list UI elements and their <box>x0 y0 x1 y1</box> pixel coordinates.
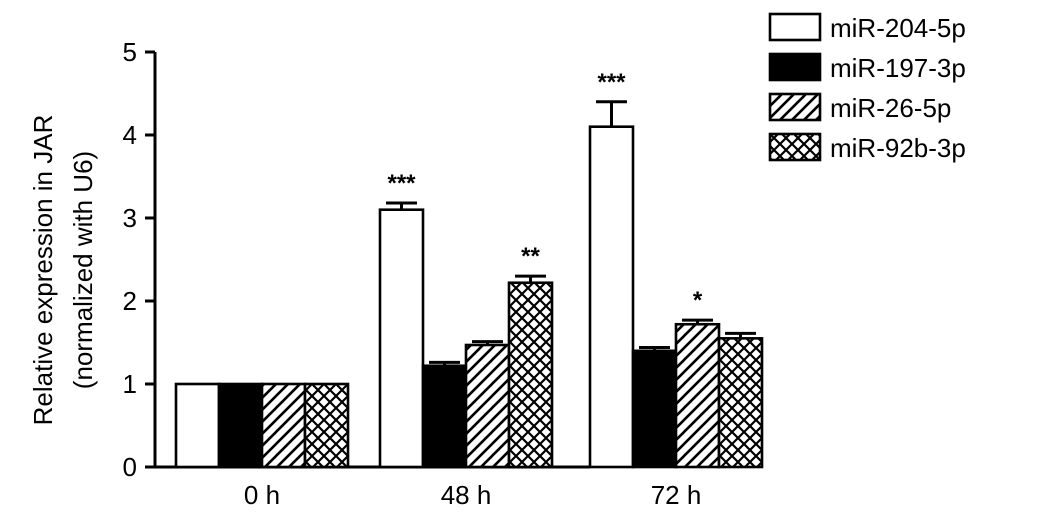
significance-marker: *** <box>387 170 416 197</box>
y-tick-label: 3 <box>123 203 137 233</box>
y-axis-label-line1: Relative expression in JAR <box>28 115 58 426</box>
bar <box>217 382 264 469</box>
legend-label: miR-92b-3p <box>830 133 966 163</box>
bar <box>717 337 764 469</box>
bar <box>464 343 511 469</box>
y-axis-label: Relative expression in JAR (normalized w… <box>28 115 98 426</box>
significance-marker: *** <box>597 69 626 96</box>
y-tick-label: 2 <box>123 286 137 316</box>
significance-marker: ** <box>521 243 540 270</box>
y-tick-label: 5 <box>123 37 137 67</box>
legend-label: miR-197-3p <box>830 53 966 83</box>
bar <box>588 125 635 469</box>
y-tick-label: 0 <box>123 452 137 482</box>
x-tick-label: 72 h <box>651 480 702 510</box>
legend-swatch <box>768 132 822 162</box>
bar <box>303 382 350 469</box>
bar <box>174 382 221 469</box>
bar <box>631 349 678 469</box>
bar <box>260 382 307 469</box>
y-tick-label: 4 <box>123 120 137 150</box>
bar <box>378 208 425 469</box>
legend-swatch <box>768 52 822 82</box>
y-axis-label-line2: (normalized with U6) <box>68 151 98 389</box>
bar <box>421 364 468 469</box>
legend-swatch <box>768 92 822 122</box>
significance-marker: * <box>693 287 703 314</box>
x-tick-label: 0 h <box>244 480 280 510</box>
x-tick-label: 48 h <box>441 480 492 510</box>
bar <box>674 322 721 469</box>
legend-label: miR-204-5p <box>830 13 966 43</box>
legend: miR-204-5p miR-197-3p miR-26-5p miR-92b-3p <box>768 12 966 163</box>
y-tick-label: 1 <box>123 369 137 399</box>
legend-label: miR-26-5p <box>830 93 951 123</box>
bar <box>507 281 554 469</box>
legend-swatch <box>768 12 822 42</box>
bars: ********* <box>174 69 764 469</box>
